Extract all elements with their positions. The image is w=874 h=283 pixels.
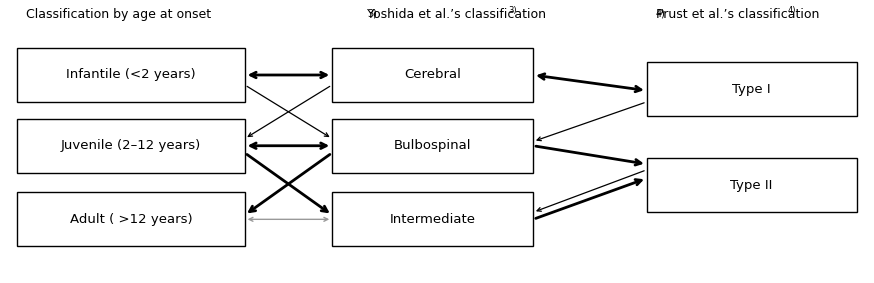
Text: 3): 3): [508, 6, 517, 15]
Text: 3): 3): [367, 8, 377, 18]
Text: Prust et al.’s classification: Prust et al.’s classification: [656, 8, 819, 22]
FancyBboxPatch shape: [17, 192, 245, 246]
Text: Infantile (<2 years): Infantile (<2 years): [66, 68, 196, 82]
FancyBboxPatch shape: [647, 158, 857, 212]
Text: Classification by age at onset: Classification by age at onset: [26, 8, 212, 22]
FancyBboxPatch shape: [332, 48, 533, 102]
Text: Juvenile (2–12 years): Juvenile (2–12 years): [61, 139, 201, 152]
Text: 4): 4): [787, 6, 796, 15]
Text: Intermediate: Intermediate: [390, 213, 475, 226]
FancyBboxPatch shape: [332, 119, 533, 173]
FancyBboxPatch shape: [332, 192, 533, 246]
FancyBboxPatch shape: [17, 119, 245, 173]
Text: Bulbospinal: Bulbospinal: [394, 139, 471, 152]
Text: Adult ( >12 years): Adult ( >12 years): [70, 213, 192, 226]
FancyBboxPatch shape: [17, 48, 245, 102]
Text: Type II: Type II: [731, 179, 773, 192]
FancyBboxPatch shape: [647, 62, 857, 116]
Text: Type I: Type I: [732, 83, 771, 96]
Text: 4): 4): [656, 8, 665, 18]
Text: Cerebral: Cerebral: [404, 68, 461, 82]
Text: Yoshida et al.’s classification: Yoshida et al.’s classification: [367, 8, 546, 22]
